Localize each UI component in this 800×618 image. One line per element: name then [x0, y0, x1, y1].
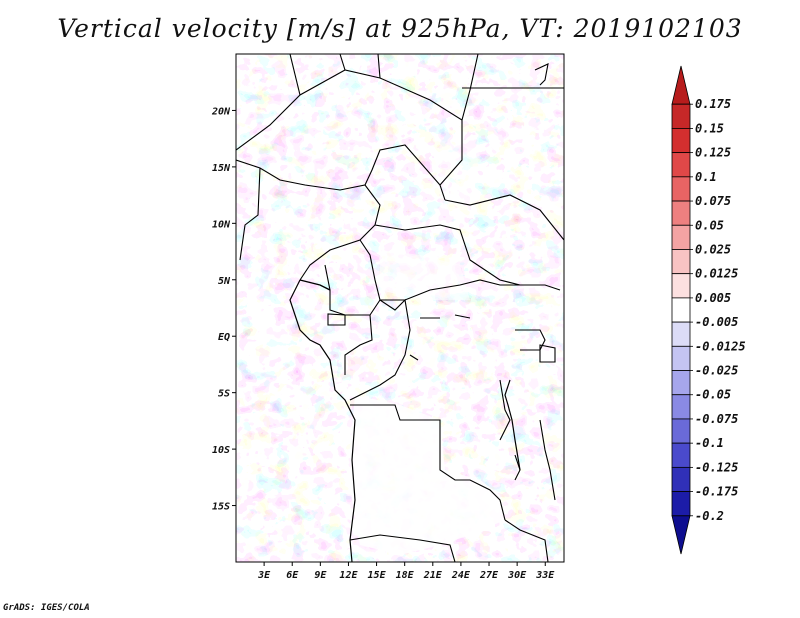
- colorbar-swatch: [671, 370, 691, 396]
- lat-tick-label: 15S: [212, 502, 230, 513]
- colorbar-label: 0.005: [695, 291, 731, 305]
- colorbar-swatch: [671, 345, 691, 371]
- lon-tick-label: 27E: [479, 570, 499, 581]
- colorbar-label: 0.175: [695, 97, 731, 111]
- colorbar-label: -0.05: [695, 388, 731, 402]
- lon-tick-label: 21E: [423, 570, 443, 581]
- colorbar-swatch: [671, 297, 691, 323]
- map-panel: [235, 53, 565, 563]
- colorbar-label: 0.1: [695, 170, 717, 184]
- grads-credit: GrADS: IGES/COLA: [3, 603, 90, 613]
- colorbar-swatch: [671, 515, 691, 555]
- colorbar-swatch: [671, 273, 691, 299]
- colorbar-label: -0.175: [695, 485, 738, 499]
- colorbar-label: -0.0125: [695, 339, 746, 353]
- lat-tick-label: 10S: [212, 445, 230, 456]
- colorbar-label: 0.075: [695, 194, 731, 208]
- colorbar-swatch: [671, 103, 691, 129]
- map-frame: [235, 53, 565, 563]
- lon-tick-label: 24E: [451, 570, 471, 581]
- colorbar-label: -0.1: [695, 436, 724, 450]
- colorbar-swatch: [671, 394, 691, 420]
- colorbar-label: -0.125: [695, 460, 738, 474]
- colorbar-swatch: [671, 418, 691, 444]
- colorbar-label: -0.2: [695, 509, 724, 523]
- lon-tick-label: 9E: [314, 570, 327, 581]
- lon-tick-label: 3E: [257, 570, 271, 581]
- colorbar-swatch: [671, 65, 691, 105]
- colorbar-label: 0.025: [695, 242, 731, 256]
- chart-title: Vertical velocity [m/s] at 925hPa, VT: 2…: [57, 14, 743, 43]
- lat-tick-label: 10N: [212, 219, 231, 230]
- lat-tick-label: EQ: [218, 332, 230, 343]
- colorbar-swatch: [671, 128, 691, 154]
- colorbar-label: 0.05: [695, 218, 724, 232]
- lat-tick-label: 20N: [211, 106, 231, 117]
- colorbar-swatch: [671, 200, 691, 226]
- colorbar-label: -0.025: [695, 364, 738, 378]
- colorbar-label: 0.0125: [695, 267, 738, 281]
- lon-tick-label: 12E: [339, 570, 358, 581]
- colorbar-swatch: [671, 224, 691, 250]
- latitude-axis: 20N 15N 10N 5N EQ 5S 10S 15S: [211, 106, 236, 513]
- lon-tick-label: 30E: [507, 570, 527, 581]
- colorbar-label: 0.125: [695, 146, 731, 160]
- lon-tick-label: 33E: [535, 570, 555, 581]
- colorbar-swatch: [671, 442, 691, 468]
- lat-tick-label: 5S: [218, 389, 230, 400]
- lat-tick-label: 5N: [218, 276, 231, 287]
- colorbar-label: -0.075: [695, 412, 738, 426]
- colorbar: 0.175 0.15 0.125 0.1 0.075 0.05 0.025 0.0125 0.0…: [671, 65, 746, 555]
- lat-tick-label: 15N: [212, 163, 231, 174]
- colorbar-swatch: [671, 321, 691, 347]
- colorbar-swatch: [671, 249, 691, 275]
- colorbar-label: 0.15: [695, 121, 724, 135]
- lon-tick-label: 18E: [396, 570, 415, 581]
- country-borders: [236, 54, 564, 562]
- colorbar-label: -0.005: [695, 315, 738, 329]
- colorbar-swatch: [671, 152, 691, 178]
- lon-tick-label: 6E: [286, 570, 299, 581]
- colorbar-swatch: [671, 466, 691, 492]
- colorbar-swatch: [671, 491, 691, 517]
- longitude-axis: 3E 6E 9E 12E 15E 18E 21E 24E 27E 30E 33E: [257, 562, 555, 581]
- colorbar-swatch: [671, 176, 691, 202]
- lon-tick-label: 15E: [368, 570, 387, 581]
